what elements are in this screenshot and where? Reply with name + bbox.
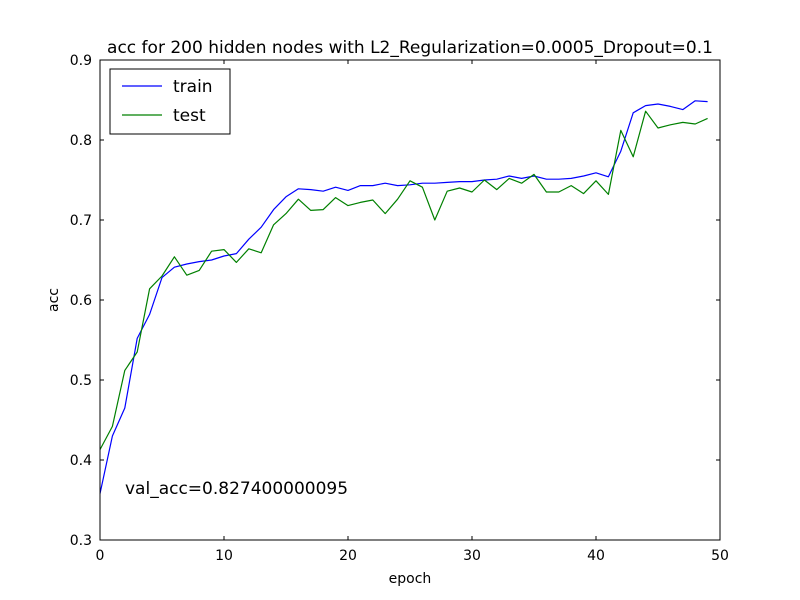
- legend-train-label: train: [173, 77, 213, 97]
- y-tick-label: 0.7: [70, 213, 92, 229]
- y-tick-label: 0.4: [70, 453, 92, 469]
- x-tick-label: 30: [463, 548, 481, 564]
- x-tick-label: 10: [215, 548, 233, 564]
- x-tick-label: 50: [711, 548, 729, 564]
- y-tick-label: 0.3: [70, 533, 92, 549]
- legend-test-label: test: [173, 106, 206, 126]
- legend-box: [109, 68, 231, 135]
- chart-title: acc for 200 hidden nodes with L2_Regular…: [107, 38, 713, 58]
- x-tick-label: 0: [96, 548, 105, 564]
- tick-labels: 0 10 20 30 40 50 0.3 0.4 0.5 0.6 0.7 0.8 0.9: [70, 53, 729, 564]
- x-axis-label: epoch: [389, 571, 432, 587]
- y-tick-label: 0.6: [70, 293, 92, 309]
- plot-frame: [99, 59, 721, 541]
- val-acc-annotation: val_acc=0.827400000095: [125, 479, 348, 499]
- x-tick-label: 40: [587, 548, 605, 564]
- y-tick-label: 0.5: [70, 373, 92, 389]
- legend: train test: [109, 68, 231, 135]
- series-line-test: [99, 110, 708, 450]
- series-line-train: [99, 100, 708, 494]
- x-tick-label: 20: [339, 548, 357, 564]
- y-tick-label: 0.9: [70, 53, 92, 69]
- y-tick-label: 0.8: [70, 133, 92, 149]
- y-axis-label: acc: [46, 288, 62, 312]
- plot-lines: [99, 100, 708, 494]
